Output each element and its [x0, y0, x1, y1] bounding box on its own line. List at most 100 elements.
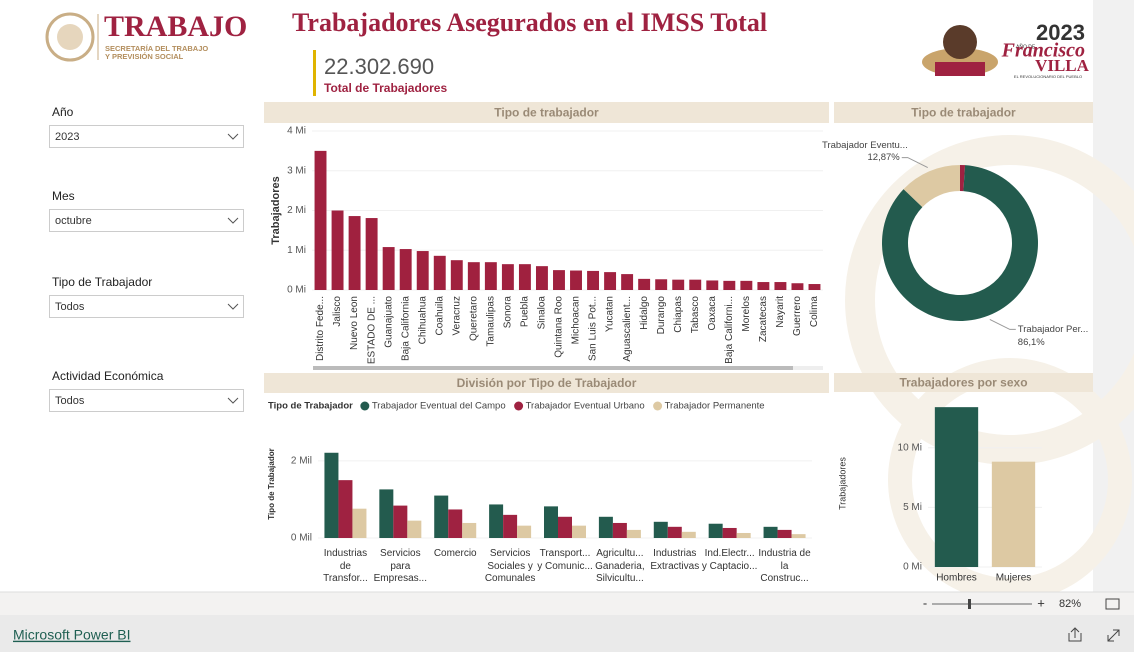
- bar: [791, 283, 804, 290]
- x-tick-label: Nuevo Leon: [349, 296, 360, 350]
- x-tick-label: Puebla: [520, 296, 531, 328]
- fullscreen-icon[interactable]: [1107, 629, 1120, 642]
- bar: [314, 150, 327, 290]
- x-tick-label: Veracruz: [451, 296, 462, 335]
- y-tick-label: 5 Mi: [903, 502, 922, 513]
- x-tick-label: Industria de la Construc...: [758, 548, 811, 584]
- bar: [740, 280, 753, 290]
- chart-title-band: [264, 102, 829, 123]
- donut-slice: [903, 165, 960, 208]
- zoom-level: 82%: [1059, 598, 1081, 610]
- badge-name: VILLA: [1035, 56, 1090, 75]
- brand-link[interactable]: Microsoft Power BI: [13, 627, 130, 643]
- filter-dropdown[interactable]: [49, 209, 244, 232]
- bar: [352, 508, 367, 538]
- bar: [544, 506, 558, 538]
- badge-portrait: [935, 62, 985, 76]
- chart-title: División por Tipo de Trabajador: [457, 376, 637, 390]
- x-tick-label: Michoacan: [571, 296, 582, 344]
- bar: [774, 282, 787, 290]
- zoom-thumb[interactable]: [968, 599, 971, 609]
- x-tick-label: Baja California: [400, 296, 411, 361]
- x-tick-label: Hidalgo: [639, 296, 650, 330]
- bar: [587, 270, 600, 290]
- dropdown-chevron: [227, 133, 239, 140]
- bar: [757, 282, 770, 290]
- filter-label: Actividad Económica: [52, 369, 164, 383]
- kpi-label: Total de Trabajadores: [324, 81, 447, 95]
- legend-label: Trabajador Eventual Urbano: [526, 401, 645, 412]
- x-tick-label: Baja Californi...: [724, 296, 735, 364]
- leader-line: [901, 157, 928, 169]
- y-tick-label: 0 Mi: [287, 285, 306, 296]
- fit-page[interactable]: [1105, 598, 1120, 610]
- bar: [667, 526, 682, 538]
- bar: [467, 262, 480, 290]
- filter-value: 2023: [55, 131, 79, 143]
- x-tick-label: Tabasco: [690, 296, 701, 334]
- dropdown-chevron: [227, 303, 239, 310]
- bar: [399, 249, 412, 290]
- x-tick-label: Mujeres: [996, 573, 1032, 584]
- zoom-in[interactable]: +: [1037, 595, 1045, 610]
- y-tick-label: 1 Mi: [287, 245, 306, 256]
- bar: [708, 523, 723, 538]
- x-tick-label: Jalisco: [332, 296, 343, 327]
- watermark: [888, 358, 1132, 602]
- filter-dropdown[interactable]: [49, 389, 244, 412]
- x-tick-label: Industrias de Transfor...: [323, 548, 368, 584]
- bar: [365, 218, 378, 290]
- chart-title: Tipo de trabajador: [911, 106, 1016, 120]
- bar: [791, 534, 806, 538]
- share-icon[interactable]: [1068, 627, 1082, 642]
- x-tick-label: Industrias Extractivas: [650, 548, 700, 572]
- chart-title-band: [264, 373, 829, 393]
- filter-label: Año: [52, 105, 74, 119]
- badge-year: 2023: [1036, 20, 1085, 45]
- emblem: [57, 24, 83, 50]
- scrollbar-thumb[interactable]: [313, 366, 793, 370]
- bar: [348, 216, 361, 290]
- bar: [338, 480, 353, 538]
- slice-value: 86,1%: [1018, 337, 1045, 348]
- bar: [653, 521, 668, 538]
- filter-dropdown[interactable]: [49, 125, 244, 148]
- bar: [517, 525, 532, 538]
- x-tick-label: Sonora: [503, 296, 514, 329]
- bar: [706, 280, 719, 290]
- y-tick-label: 0 Mil: [291, 533, 312, 544]
- y-axis-title: Trabajadores: [837, 457, 847, 510]
- x-tick-label: Quintana Roo: [554, 296, 565, 358]
- x-tick-label: Yucatan: [605, 296, 616, 332]
- x-tick-label: Servicios para Empresas...: [373, 548, 427, 584]
- x-tick-label: San Luis Pot...: [588, 296, 599, 361]
- x-tick-label: Ind.Electr... y Captacio...: [701, 548, 758, 572]
- x-tick-label: Morelos: [741, 296, 752, 332]
- footer-bar: [0, 615, 1134, 652]
- kpi-value: 22.302.690: [324, 54, 434, 79]
- bar: [723, 280, 736, 290]
- legend-label: Trabajador Permanente: [665, 401, 765, 412]
- x-tick-label: Comercio: [433, 548, 477, 559]
- filter-value: Todos: [55, 395, 85, 407]
- logo-name: TRABAJO: [104, 10, 247, 43]
- bar: [655, 279, 668, 290]
- bar: [489, 504, 504, 538]
- bar: [763, 526, 778, 538]
- bar: [382, 247, 395, 290]
- legend-swatch: [653, 401, 663, 411]
- bar: [393, 505, 408, 538]
- bar: [503, 514, 518, 538]
- y-axis-title: Trabajadores: [270, 176, 282, 244]
- x-tick-label: Coahuila: [434, 296, 445, 336]
- chart-title: Trabajadores por sexo: [899, 376, 1027, 390]
- y-tick-label: 4 Mi: [287, 126, 306, 137]
- zoom-out[interactable]: -: [923, 595, 927, 610]
- bar: [416, 251, 429, 290]
- bar: [448, 509, 463, 538]
- bar: [462, 522, 477, 538]
- filter-dropdown[interactable]: [49, 295, 244, 318]
- filter-label: Tipo de Trabajador: [52, 275, 152, 289]
